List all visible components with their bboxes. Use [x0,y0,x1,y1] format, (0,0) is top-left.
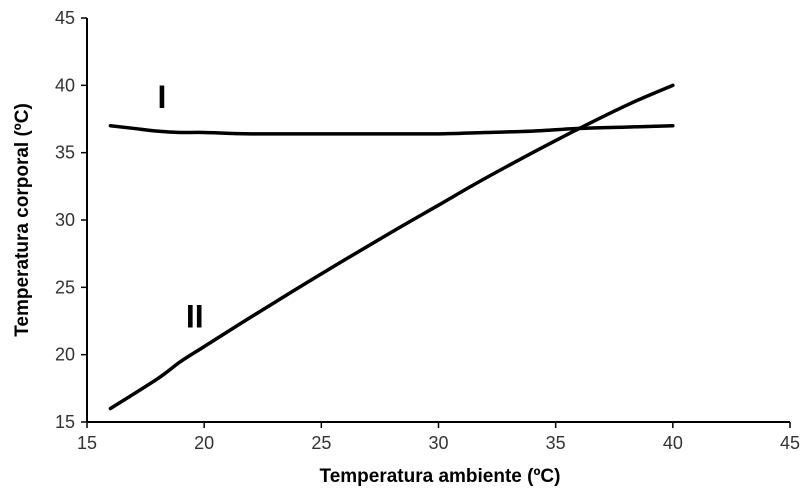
y-tick-label: 35 [55,143,75,163]
y-tick-label: 20 [55,345,75,365]
x-axis-title: Temperatura ambiente (ºC) [320,466,561,487]
series-label-2: II [186,299,204,335]
x-tick-label: 25 [311,433,331,453]
x-tick-label: 40 [663,433,683,453]
y-tick-label: 40 [55,75,75,95]
series-line-2 [108,83,675,411]
x-tick-label: 15 [77,433,97,453]
y-tick-label: 25 [55,277,75,297]
axes: 15 20 25 30 35 40 45 15 20 25 30 35 40 45 [55,8,800,453]
y-tick-label: 30 [55,210,75,230]
x-tick-label: 30 [428,433,448,453]
series-label-1: I [158,79,167,115]
x-tick-label: 45 [780,433,800,453]
y-tick-label: 45 [55,8,75,28]
series-group: III [108,79,675,411]
x-tick-label: 20 [194,433,214,453]
y-axis-title: Temperatura corporal (ºC) [12,103,33,337]
y-tick-label: 15 [55,412,75,432]
x-tick-label: 35 [546,433,566,453]
series-line-1 [108,123,675,136]
